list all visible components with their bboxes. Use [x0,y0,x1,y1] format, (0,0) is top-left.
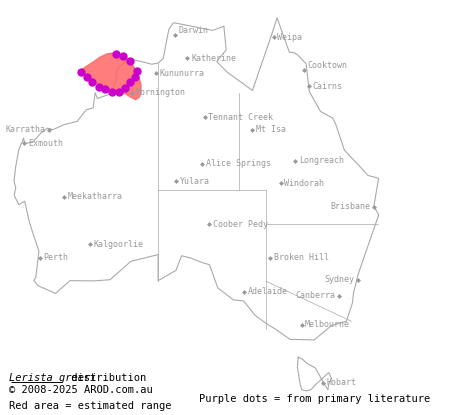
Text: Longreach: Longreach [299,156,344,165]
Text: Red area = estimated range: Red area = estimated range [9,401,171,411]
Text: Alice Springs: Alice Springs [206,159,270,168]
Text: Cairns: Cairns [312,82,342,90]
Text: Yulara: Yulara [180,177,210,186]
Polygon shape [14,18,379,340]
Text: Sydney: Sydney [324,275,354,284]
Text: Perth: Perth [44,253,68,262]
Text: Exmouth: Exmouth [28,139,63,148]
Text: © 2008-2025 AROD.com.au: © 2008-2025 AROD.com.au [9,385,153,395]
Text: Purple dots = from primary literature: Purple dots = from primary literature [198,394,430,404]
Text: Canberra: Canberra [295,291,335,300]
Text: Kalgoorlie: Kalgoorlie [94,239,144,249]
Text: Mornington: Mornington [136,88,186,98]
Text: Karratha: Karratha [5,125,45,134]
Text: Windorah: Windorah [284,179,324,188]
Text: Adelaide: Adelaide [248,287,288,296]
Text: Cooktown: Cooktown [308,61,348,70]
Text: Weipa: Weipa [277,33,302,42]
Text: Meekatharra: Meekatharra [68,192,122,201]
Text: Brisbane: Brisbane [330,202,370,211]
Polygon shape [297,357,332,391]
Text: Kununurra: Kununurra [159,68,204,78]
Text: distribution: distribution [65,374,146,383]
Text: Broken Hill: Broken Hill [274,253,329,262]
Text: Coober Pedy: Coober Pedy [213,220,268,229]
Text: Darwin: Darwin [178,26,208,35]
Polygon shape [80,53,141,100]
Text: Katherine: Katherine [191,54,236,63]
Text: Melbourne: Melbourne [305,320,350,329]
Text: Tennant Creek: Tennant Creek [208,113,273,122]
Text: Mt Isa: Mt Isa [256,125,286,134]
Text: Lerista greeri: Lerista greeri [9,374,97,383]
Text: Hobart: Hobart [326,378,356,387]
